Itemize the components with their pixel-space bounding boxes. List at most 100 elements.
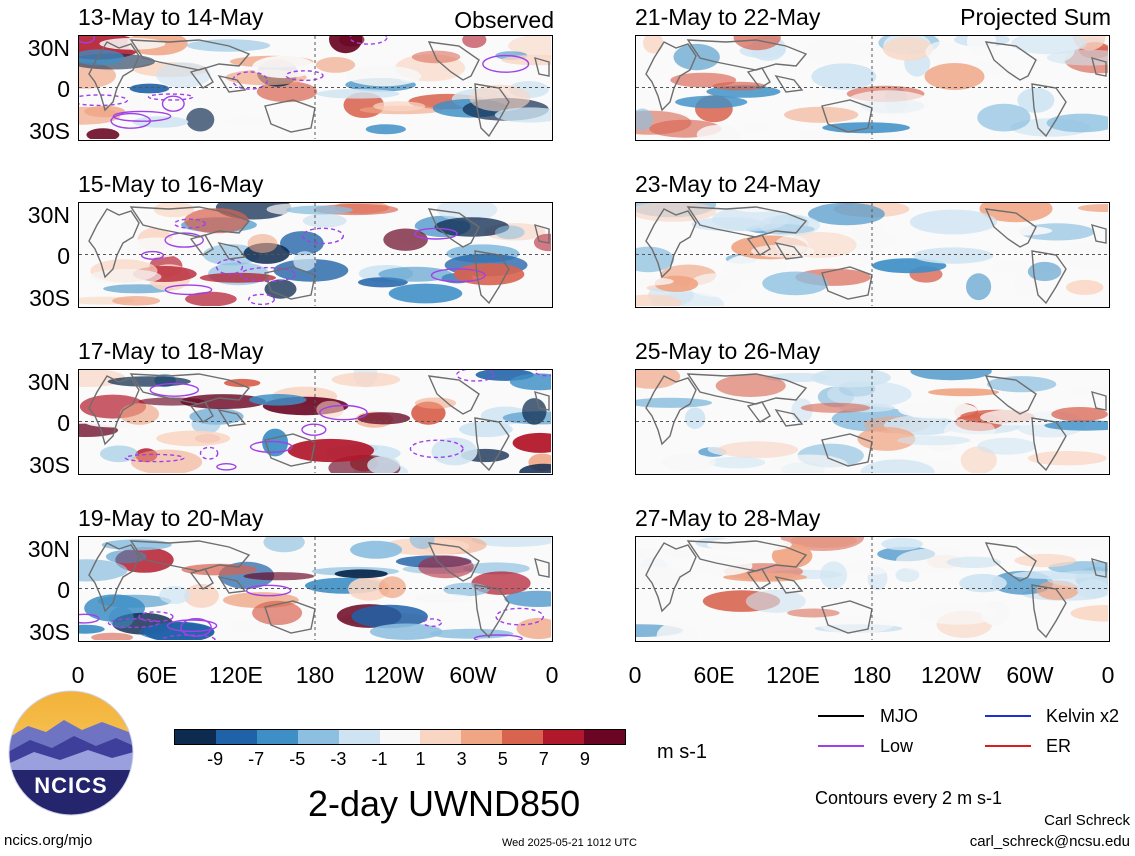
anomaly-blob bbox=[247, 234, 278, 253]
coastline bbox=[1091, 56, 1107, 77]
wave-contour bbox=[199, 446, 219, 460]
anomaly-blob bbox=[436, 203, 498, 222]
colorbar-tick-label: -9 bbox=[207, 749, 224, 769]
anomaly-blob bbox=[369, 623, 443, 640]
coastline bbox=[189, 234, 214, 256]
coastline bbox=[264, 99, 316, 133]
coastline bbox=[1091, 223, 1107, 244]
anomaly-blob bbox=[99, 445, 139, 463]
anomaly-blob bbox=[226, 116, 270, 126]
anomaly-blob bbox=[928, 388, 999, 397]
anomaly-blob bbox=[977, 437, 1037, 455]
anomaly-blob bbox=[383, 228, 428, 251]
coastline bbox=[189, 401, 214, 423]
anomaly-blob bbox=[331, 372, 401, 387]
legend-er-label: ER bbox=[1046, 736, 1072, 756]
wave-contour bbox=[301, 423, 327, 436]
anomaly-blob bbox=[882, 37, 934, 61]
colorbar-swatch bbox=[379, 730, 421, 744]
map-field bbox=[79, 537, 551, 640]
anomaly-blob bbox=[138, 397, 206, 406]
anomaly-blob bbox=[980, 408, 1062, 426]
anomaly-blob bbox=[1046, 570, 1108, 588]
anomaly-blob bbox=[801, 39, 874, 64]
wave-contour bbox=[164, 284, 213, 296]
panel-title-right-4: 27-May to 28-May bbox=[635, 505, 821, 531]
wave-contour bbox=[180, 617, 212, 637]
panel-title-left-3: 17-May to 18-May bbox=[78, 338, 264, 364]
wave-contour bbox=[79, 36, 95, 44]
y-tick-0: 0 bbox=[57, 410, 70, 436]
anomaly-blob bbox=[469, 84, 531, 112]
wave-contour bbox=[232, 71, 268, 90]
x-tick-60w-right: 60W bbox=[1006, 662, 1054, 688]
anomaly-blob bbox=[334, 569, 388, 579]
anomaly-blob bbox=[966, 273, 992, 301]
footer-email[interactable]: carl_schreck@ncsu.edu bbox=[969, 833, 1130, 850]
anomaly-blob bbox=[913, 247, 994, 264]
anomaly-blob bbox=[186, 107, 215, 132]
x-tick-0-left: 0 bbox=[71, 662, 85, 688]
coastline bbox=[1031, 417, 1067, 472]
coastline bbox=[821, 266, 873, 300]
anomaly-blob bbox=[365, 124, 406, 135]
colorbar-tick-label: 7 bbox=[538, 749, 549, 769]
anomaly-blob bbox=[79, 559, 128, 582]
coastline bbox=[774, 74, 804, 93]
anomaly-blob bbox=[717, 441, 799, 459]
anomaly-blob bbox=[357, 412, 411, 425]
coastline bbox=[1091, 557, 1107, 578]
wave-contour bbox=[495, 607, 545, 626]
legend-kelvin-line bbox=[985, 715, 1031, 717]
map-field bbox=[636, 36, 1108, 139]
anomaly-blob bbox=[910, 370, 992, 381]
wave-contour bbox=[482, 54, 530, 73]
anomaly-blob bbox=[909, 209, 997, 235]
anomaly-blob bbox=[1017, 87, 1055, 113]
wave-contour bbox=[301, 227, 344, 245]
wave-contour bbox=[247, 293, 275, 306]
anomaly-blob bbox=[762, 271, 829, 296]
anomaly-blob bbox=[800, 402, 871, 413]
anomaly-blob bbox=[129, 83, 170, 94]
colorbar-units: m s-1 bbox=[657, 741, 707, 763]
anomaly-blob bbox=[1066, 279, 1104, 295]
anomaly-blob bbox=[811, 370, 891, 388]
coastline bbox=[645, 208, 697, 279]
coastline bbox=[746, 568, 771, 590]
coastline bbox=[534, 56, 550, 77]
anomaly-blob bbox=[743, 122, 768, 134]
coastline bbox=[1031, 584, 1067, 639]
anomaly-blob bbox=[280, 231, 324, 256]
anomaly-blob bbox=[156, 62, 211, 88]
anomaly-blob bbox=[230, 620, 262, 633]
anomaly-blob bbox=[808, 203, 885, 226]
wave-contour bbox=[285, 70, 324, 82]
coastline bbox=[645, 41, 697, 112]
anomaly-blob bbox=[112, 296, 161, 306]
anomaly-blob bbox=[264, 279, 297, 299]
footer-url[interactable]: ncics.org/mjo bbox=[4, 832, 93, 849]
anomaly-blob bbox=[351, 604, 428, 629]
anomaly-blob bbox=[350, 540, 403, 559]
colorbar-tick-label: -3 bbox=[330, 749, 347, 769]
anomaly-blob bbox=[1059, 241, 1108, 269]
anomaly-blob bbox=[895, 567, 920, 583]
anomaly-blob bbox=[243, 572, 315, 581]
anomaly-blob bbox=[1011, 36, 1087, 55]
coastline bbox=[686, 373, 808, 405]
coastline bbox=[821, 600, 873, 634]
coastline bbox=[88, 375, 140, 446]
colorbar-swatch bbox=[175, 730, 216, 744]
x-tick-120w-left: 120W bbox=[363, 662, 425, 688]
coastline bbox=[189, 568, 214, 590]
anomaly-blob bbox=[79, 106, 121, 125]
coastline bbox=[984, 542, 1037, 582]
anomaly-blob bbox=[431, 437, 478, 466]
anomaly-blob bbox=[522, 398, 547, 425]
colorbar-tick-label: -1 bbox=[371, 749, 388, 769]
wave-contour bbox=[245, 584, 292, 597]
anomaly-blob bbox=[463, 562, 530, 575]
y-tick-30n: 30N bbox=[27, 369, 70, 395]
coastline bbox=[984, 375, 1037, 415]
